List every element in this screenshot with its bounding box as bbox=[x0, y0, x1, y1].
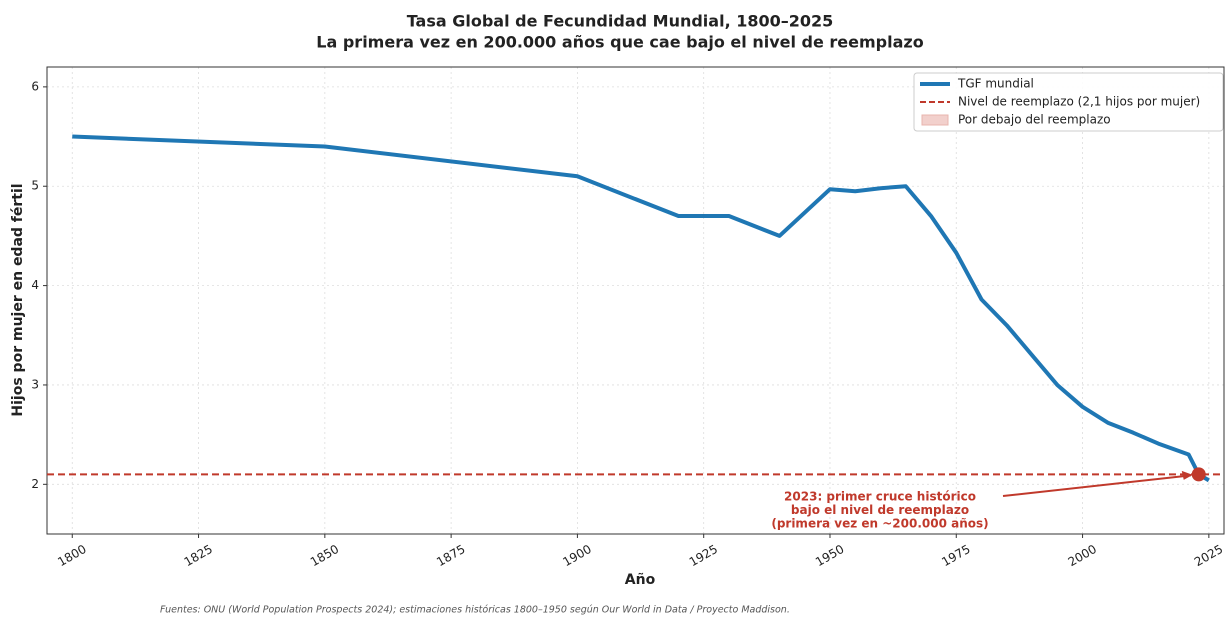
x-axis-label: Año bbox=[625, 572, 656, 588]
legend-label: Por debajo del reemplazo bbox=[958, 113, 1111, 127]
y-tick-label: 3 bbox=[31, 377, 39, 391]
chart-subtitle: La primera vez en 200.000 años que cae b… bbox=[316, 33, 923, 52]
x-tick-label: 1950 bbox=[813, 542, 846, 569]
x-tick-label: 2025 bbox=[1192, 542, 1225, 569]
legend: TGF mundial Nivel de reemplazo (2,1 hijos… bbox=[913, 72, 1224, 132]
source-note: Fuentes: ONU (World Population Prospects… bbox=[160, 605, 790, 616]
legend-box bbox=[913, 72, 1224, 132]
highlight-point bbox=[1191, 467, 1206, 482]
x-tick-label: 1850 bbox=[308, 542, 341, 569]
series-line bbox=[72, 134, 1210, 483]
y-tick-label: 2 bbox=[31, 477, 39, 491]
plot-frame bbox=[46, 66, 1225, 535]
x-tick-label: 1900 bbox=[560, 542, 593, 569]
x-tick-label: 1875 bbox=[434, 542, 467, 569]
arrow-head bbox=[1181, 470, 1193, 480]
y-axis-label: Hijos por mujer en edad fértil bbox=[10, 183, 26, 416]
x-tick-label: 1925 bbox=[687, 542, 720, 569]
annotation-arrow bbox=[1002, 474, 1191, 497]
legend-label: TGF mundial bbox=[957, 77, 1034, 91]
x-tick-label: 1975 bbox=[939, 542, 972, 569]
y-tick-label: 6 bbox=[31, 79, 39, 93]
chart-title: Tasa Global de Fecundidad Mundial, 1800–… bbox=[407, 12, 834, 31]
y-tick-label: 4 bbox=[31, 278, 39, 292]
annotation-text: (primera vez en ~200.000 años) bbox=[771, 517, 988, 531]
y-tick-label: 5 bbox=[31, 179, 39, 193]
legend-label: Nivel de reemplazo (2,1 hijos por mujer) bbox=[958, 95, 1200, 109]
annotation-text: 2023: primer cruce histórico bbox=[784, 490, 976, 504]
x-tick-label: 1800 bbox=[55, 542, 88, 569]
legend-swatch bbox=[921, 114, 949, 126]
x-tick-label: 1825 bbox=[182, 542, 215, 569]
annotation-text: bajo el nivel de reemplazo bbox=[791, 503, 969, 517]
x-tick-label: 2000 bbox=[1066, 542, 1099, 569]
